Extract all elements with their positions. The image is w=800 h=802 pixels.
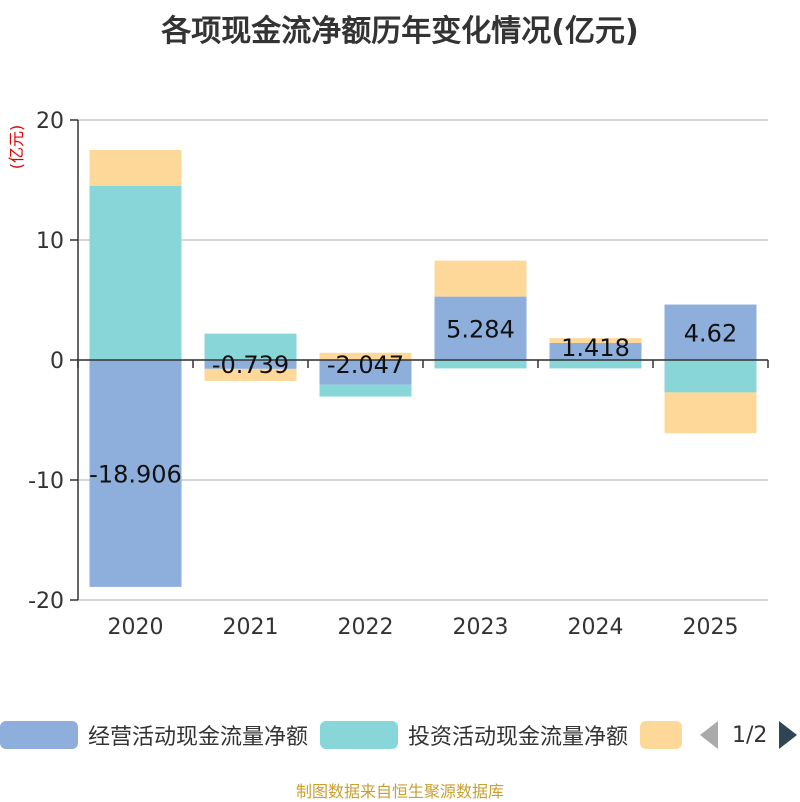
bar-segment — [549, 360, 642, 369]
legend-page-indicator: 1/2 — [732, 722, 768, 748]
bar-segment — [204, 368, 297, 381]
legend-swatch-investing — [320, 721, 398, 749]
legend-item-investing[interactable]: 投资活动现金流量净额 — [320, 716, 628, 754]
x-tick-label: 2022 — [338, 615, 394, 640]
data-label: -0.739 — [212, 351, 289, 379]
legend-label-investing: 投资活动现金流量净额 — [408, 725, 629, 750]
data-label: -18.906 — [89, 460, 182, 488]
data-label: 4.62 — [684, 319, 737, 347]
x-tick-label: 2025 — [683, 615, 739, 640]
bar-segment — [89, 150, 182, 186]
chart-title: 各项现金流净额历年变化情况(亿元) — [161, 14, 639, 49]
bar-segment — [664, 304, 757, 360]
legend-label-operating: 经营活动现金流量净额 — [88, 725, 309, 750]
bar-segment — [204, 360, 297, 369]
y-tick-label: 0 — [50, 349, 64, 374]
bar-segment — [434, 260, 527, 297]
bar-segment — [434, 360, 527, 369]
legend-pager: 1/2 — [700, 716, 798, 754]
legend-item-third[interactable] — [640, 716, 682, 754]
stacked-bar-chart: 20 10 0 -10 -20 (亿元) 2020 2021 2022 2023 2024 2025 -… — [7, 109, 769, 640]
y-tick-label: 20 — [36, 109, 64, 134]
bar-segment — [204, 333, 297, 360]
legend-next-page-icon[interactable] — [779, 721, 798, 749]
bar-segment — [434, 296, 527, 360]
data-label: 1.418 — [561, 334, 630, 362]
bar-segment — [319, 352, 412, 360]
legend-prev-page-icon[interactable] — [700, 721, 718, 749]
x-tick-label: 2023 — [453, 615, 509, 640]
x-tick-label: 2024 — [568, 615, 624, 640]
x-tick-label: 2020 — [108, 615, 164, 640]
bar-segment — [549, 342, 642, 360]
bar-segment — [319, 360, 412, 385]
data-label: -2.047 — [327, 351, 404, 379]
y-axis-label: (亿元) — [7, 125, 26, 170]
legend-item-operating[interactable]: 经营活动现金流量净额 — [0, 716, 308, 754]
bar-segment — [664, 392, 757, 434]
bar-segment — [89, 360, 182, 587]
bar-segment — [664, 360, 757, 393]
legend-swatch-operating — [0, 721, 78, 749]
bar-segment — [549, 338, 642, 343]
y-tick-label: -10 — [28, 469, 64, 494]
bar-segment — [319, 384, 412, 397]
data-label: 5.284 — [446, 315, 515, 343]
x-tick-label: 2021 — [223, 615, 279, 640]
y-tick-label: 10 — [36, 229, 64, 254]
y-tick-label: -20 — [28, 589, 64, 614]
source-footer: 制图数据来自恒生聚源数据库 — [295, 782, 504, 801]
legend: 经营活动现金流量净额 投资活动现金流量净额 1/2 — [0, 716, 800, 754]
legend-swatch-third — [640, 721, 682, 749]
bar-segment — [89, 186, 182, 360]
